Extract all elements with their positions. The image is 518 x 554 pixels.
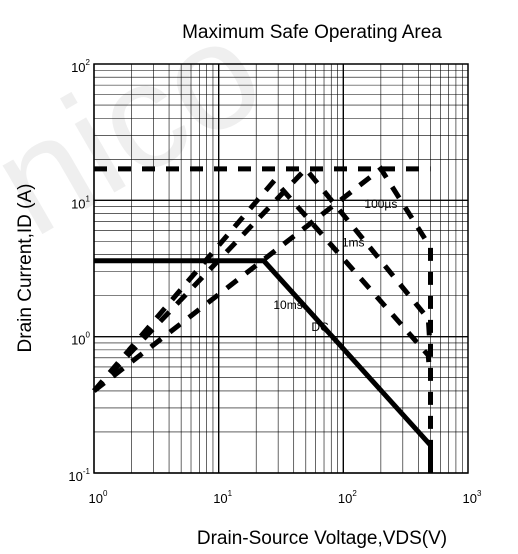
series-10ms-line (92, 176, 432, 393)
series-group (92, 165, 433, 473)
annotation-label: 1ms (342, 235, 365, 249)
plot-frame (93, 63, 469, 474)
x-tick-label: 103 (463, 489, 482, 506)
annotations: 100µs 1ms 10ms DC (273, 197, 397, 334)
x-tick-label: 100 (89, 489, 108, 506)
tick-labels: 100 101 102 103 102 101 100 10-1 (68, 58, 482, 506)
x-axis-label: Drain-Source Voltage,VDS(V) (197, 528, 447, 549)
x-tick-label: 101 (213, 489, 232, 506)
y-tick-label: 101 (71, 194, 90, 211)
y-tick-label: 102 (71, 58, 90, 75)
series-dc-line (94, 258, 433, 473)
annotation-label: 100µs (364, 197, 397, 211)
annotation-label: 10ms (273, 298, 302, 312)
annotation-label: DC (311, 320, 329, 334)
grid (93, 64, 468, 474)
chart-title: Maximum Safe Operating Area (182, 22, 442, 43)
y-tick-label: 100 (71, 331, 90, 348)
x-tick-label: 102 (338, 489, 357, 506)
series-100s-line (92, 165, 433, 473)
y-tick-label: 10-1 (68, 467, 90, 484)
y-axis-label: Drain Current,ID (A) (15, 184, 36, 353)
